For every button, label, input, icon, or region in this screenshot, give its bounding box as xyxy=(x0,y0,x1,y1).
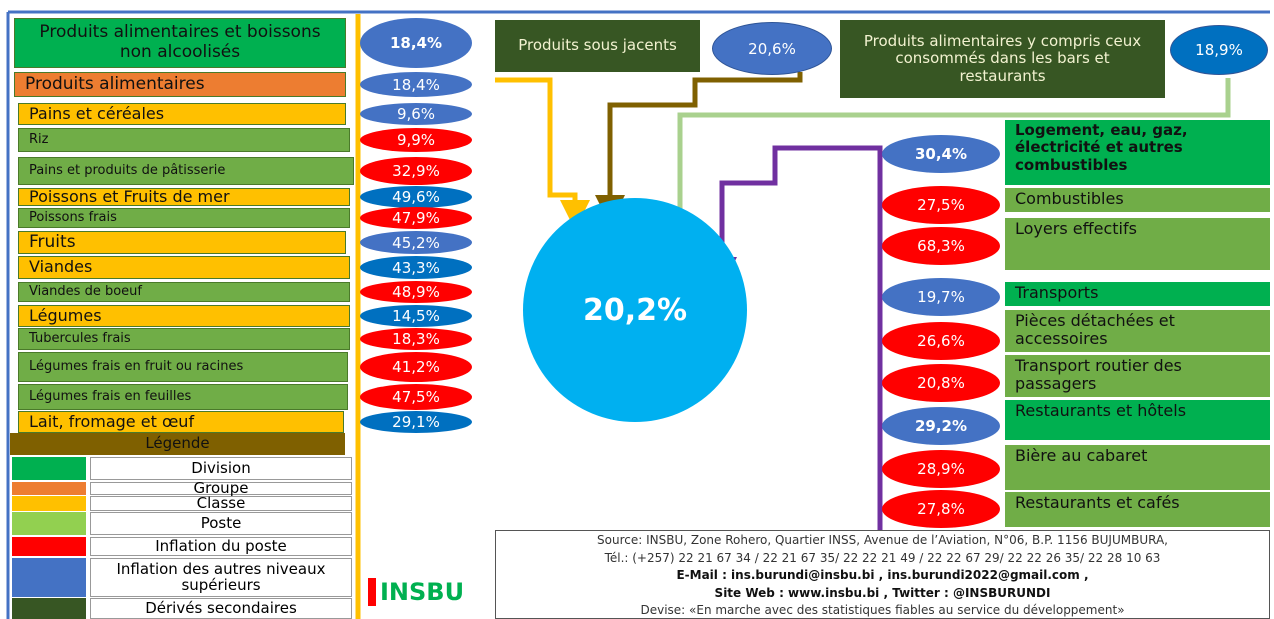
purple-connector xyxy=(707,145,883,530)
top-value: 20,6% xyxy=(712,22,832,75)
left-value: 9,6% xyxy=(360,103,472,125)
legend-swatch xyxy=(12,512,86,535)
top-label: Produits alimentaires y compris ceux con… xyxy=(840,20,1165,98)
right-value: 27,5% xyxy=(882,186,1000,224)
left-label: Produits alimentaires et boissons non al… xyxy=(14,18,346,68)
right-value: 30,4% xyxy=(882,135,1000,173)
left-value: 9,9% xyxy=(360,128,472,152)
right-value: 29,2% xyxy=(882,407,1000,445)
legend-label: Division xyxy=(90,457,352,480)
right-label: Restaurants et cafés xyxy=(1005,492,1270,527)
green-connector xyxy=(665,78,1231,250)
legend-label: Groupe xyxy=(90,480,352,496)
right-value: 27,8% xyxy=(882,490,1000,528)
left-label: Fruits xyxy=(18,231,346,254)
right-label: Transports xyxy=(1005,282,1270,306)
left-label: Viandes de boeuf xyxy=(18,282,350,302)
brown-connector xyxy=(595,72,803,225)
left-value: 47,5% xyxy=(360,384,472,410)
left-value: 45,2% xyxy=(360,231,472,254)
left-value: 18,3% xyxy=(360,328,472,350)
left-value: 48,9% xyxy=(360,281,472,303)
right-label: Pièces détachées et accessoires xyxy=(1005,310,1270,352)
left-value: 32,9% xyxy=(360,157,472,185)
left-label: Produits alimentaires xyxy=(14,72,346,97)
left-label: Poissons frais xyxy=(18,208,350,228)
right-value: 26,6% xyxy=(882,322,1000,360)
source-line: Devise: «En marche avec des statistiques… xyxy=(640,603,1125,617)
right-label: Combustibles xyxy=(1005,188,1270,212)
legend-swatch xyxy=(12,482,86,495)
left-label: Légumes frais en feuilles xyxy=(18,384,348,410)
legend-swatch xyxy=(12,558,86,597)
source-box: Source: INSBU, Zone Rohero, Quartier INS… xyxy=(495,530,1270,619)
legend-swatch xyxy=(12,598,86,619)
left-label: Pains et produits de pâtisserie xyxy=(18,157,354,185)
left-label: Poissons et Fruits de mer xyxy=(18,188,350,206)
source-line: Site Web : www.insbu.bi , Twitter : @INS… xyxy=(714,585,1051,600)
left-value: 18,4% xyxy=(360,18,472,68)
legend-label: Inflation des autres niveaux supérieurs xyxy=(90,558,352,597)
logo: INSBU xyxy=(368,578,464,606)
top-value: 18,9% xyxy=(1170,25,1268,75)
left-value: 43,3% xyxy=(360,256,472,279)
source-line: Source: INSBU, Zone Rohero, Quartier INS… xyxy=(597,533,1168,547)
legend-swatch xyxy=(12,537,86,556)
left-value: 18,4% xyxy=(360,72,472,97)
left-label: Légumes xyxy=(18,305,350,327)
left-label: Tubercules frais xyxy=(18,328,350,350)
source-line: Tél.: (+257) 22 21 67 34 / 22 21 67 35/ … xyxy=(604,550,1161,565)
right-label: Logement, eau, gaz, électricité et autre… xyxy=(1005,120,1270,185)
left-label: Légumes frais en fruit ou racines xyxy=(18,352,348,382)
left-value: 41,2% xyxy=(360,352,472,382)
left-label: Lait, fromage et œuf xyxy=(18,411,344,433)
center-circle xyxy=(523,198,747,422)
left-value: 29,1% xyxy=(360,411,472,433)
right-label: Restaurants et hôtels xyxy=(1005,400,1270,440)
right-value: 68,3% xyxy=(882,227,1000,265)
right-value: 28,9% xyxy=(882,450,1000,488)
right-label: Transport routier des passagers xyxy=(1005,355,1270,397)
right-value: 20,8% xyxy=(882,364,1000,402)
right-label: Bière au cabaret xyxy=(1005,445,1270,490)
legend-swatch xyxy=(12,457,86,480)
legend-label: Dérivés secondaires xyxy=(90,598,352,619)
left-value: 49,6% xyxy=(360,186,472,208)
legend-label: Inflation du poste xyxy=(90,537,352,556)
legend-swatch xyxy=(12,496,86,511)
left-label: Pains et céréales xyxy=(18,103,346,125)
legend-label: Poste xyxy=(90,512,352,535)
left-label: Viandes xyxy=(18,256,350,279)
source-line: E-Mail : ins.burundi@insbu.bi , ins.buru… xyxy=(676,568,1089,582)
right-value: 19,7% xyxy=(882,278,1000,316)
top-label: Produits sous jacents xyxy=(495,20,700,72)
left-value: 47,9% xyxy=(360,207,472,229)
left-label: Riz xyxy=(18,128,350,152)
left-value: 14,5% xyxy=(360,305,472,327)
right-label: Loyers effectifs xyxy=(1005,218,1270,270)
legend-title: Légende xyxy=(10,433,345,455)
center-value: 20,2% xyxy=(582,292,688,328)
yellow-connector xyxy=(495,77,590,230)
legend-label: Classe xyxy=(90,495,352,511)
